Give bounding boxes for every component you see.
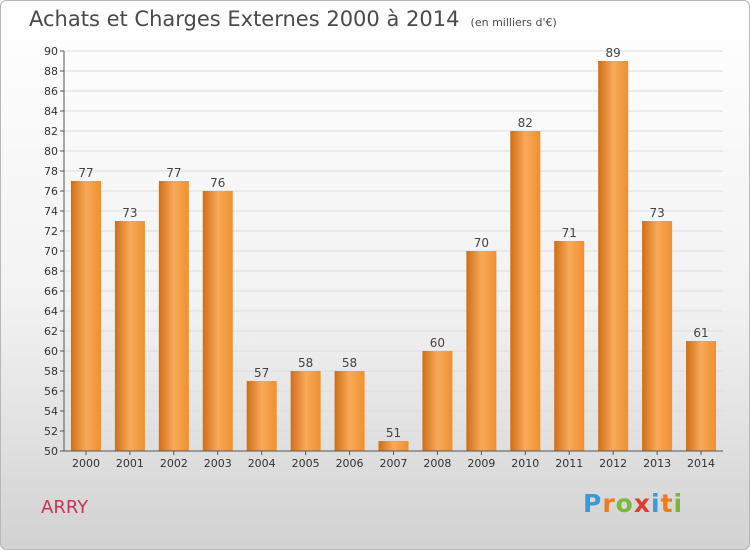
y-tick-label: 80 [44, 145, 58, 158]
y-tick-label: 76 [44, 185, 58, 198]
y-tick-label: 82 [44, 125, 58, 138]
bar [466, 251, 497, 451]
data-label: 60 [430, 336, 445, 350]
data-label: 89 [606, 46, 621, 60]
bar [290, 371, 321, 451]
x-tick-label: 2007 [380, 457, 408, 470]
bar [158, 181, 189, 451]
y-tick-label: 60 [44, 345, 58, 358]
x-tick-label: 2014 [687, 457, 715, 470]
y-tick-label: 78 [44, 165, 58, 178]
y-tick-label: 64 [44, 305, 58, 318]
data-label: 51 [386, 426, 401, 440]
logo-letter: P [583, 489, 603, 518]
y-tick-label: 68 [44, 265, 58, 278]
x-tick-label: 2011 [555, 457, 583, 470]
data-label: 76 [210, 176, 225, 190]
bar [378, 441, 409, 451]
x-tick-label: 2006 [336, 457, 364, 470]
data-label: 70 [474, 236, 489, 250]
data-label: 61 [693, 326, 708, 340]
y-tick-label: 54 [44, 405, 58, 418]
data-label: 77 [78, 166, 93, 180]
y-tick-label: 56 [44, 385, 58, 398]
data-label: 58 [298, 356, 313, 370]
data-label: 57 [254, 366, 269, 380]
chart-subtitle: (en milliers d'€) [470, 16, 557, 29]
commune-name: ARRY [41, 497, 89, 518]
bar [246, 381, 277, 451]
x-tick-label: 2002 [160, 457, 188, 470]
y-tick-label: 50 [44, 445, 58, 458]
bar [422, 351, 453, 451]
data-labels: 77 73 77 76 57 58 58 51 60 70 82 71 89 73 61 [78, 46, 708, 440]
y-tick-label: 74 [44, 205, 58, 218]
data-label: 82 [518, 116, 533, 130]
y-tick-label: 62 [44, 325, 58, 338]
x-tick-label: 2012 [599, 457, 627, 470]
bar [510, 131, 541, 451]
x-tick-label: 2009 [467, 457, 495, 470]
x-tick-label: 2000 [72, 457, 100, 470]
bar [598, 61, 629, 451]
y-tick-label: 88 [44, 65, 58, 78]
bars [70, 61, 717, 451]
data-label: 58 [342, 356, 357, 370]
y-tick-label: 52 [44, 425, 58, 438]
logo-letter: i [651, 489, 661, 518]
logo-letter: x [633, 489, 651, 518]
x-tick-label: 2001 [116, 457, 144, 470]
logo-letter: i [673, 489, 684, 518]
data-label: 73 [122, 206, 137, 220]
bar [70, 181, 101, 451]
bar [686, 341, 717, 451]
bar [642, 221, 673, 451]
bar [114, 221, 145, 451]
proxiti-logo: Proxiti [583, 489, 683, 518]
y-tick-label: 84 [44, 105, 58, 118]
logo-letter: t [660, 489, 674, 518]
y-tick-label: 86 [44, 85, 58, 98]
y-tick-label: 90 [44, 45, 58, 58]
y-axis-ticks: 50 52 54 56 58 60 62 64 66 68 70 72 74 76 78 80 82 84 86 88… [44, 45, 64, 458]
chart-title-block: Achats et Charges Externes 2000 à 2014 (… [29, 7, 557, 31]
chart-title: Achats et Charges Externes 2000 à 2014 [29, 7, 460, 31]
bar [554, 241, 585, 451]
bar [334, 371, 365, 451]
data-label: 73 [649, 206, 664, 220]
logo-letter: o [615, 489, 634, 518]
bar [202, 191, 233, 451]
y-tick-label: 66 [44, 285, 58, 298]
x-tick-label: 2008 [423, 457, 451, 470]
x-tick-label: 2003 [204, 457, 232, 470]
x-axis-ticks: 2000 2001 2002 2003 2004 2005 2006 2007 2008 2009… [72, 451, 715, 470]
logo-letter: r [602, 489, 616, 518]
data-label: 77 [166, 166, 181, 180]
y-tick-label: 72 [44, 225, 58, 238]
x-tick-label: 2004 [248, 457, 276, 470]
x-tick-label: 2013 [643, 457, 671, 470]
x-tick-label: 2005 [292, 457, 320, 470]
y-tick-label: 70 [44, 245, 58, 258]
y-tick-label: 58 [44, 365, 58, 378]
x-tick-label: 2010 [511, 457, 539, 470]
data-label: 71 [562, 226, 577, 240]
